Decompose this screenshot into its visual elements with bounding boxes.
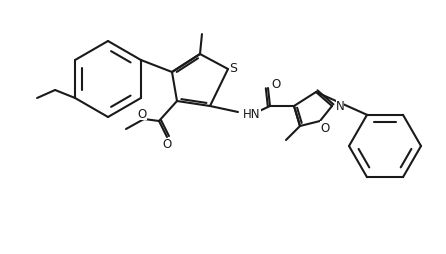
Text: S: S (229, 62, 237, 75)
Text: O: O (137, 107, 147, 120)
Text: O: O (320, 121, 330, 134)
Text: O: O (271, 78, 281, 91)
Text: HN: HN (243, 108, 260, 121)
Text: O: O (162, 138, 172, 151)
Text: N: N (336, 100, 344, 113)
